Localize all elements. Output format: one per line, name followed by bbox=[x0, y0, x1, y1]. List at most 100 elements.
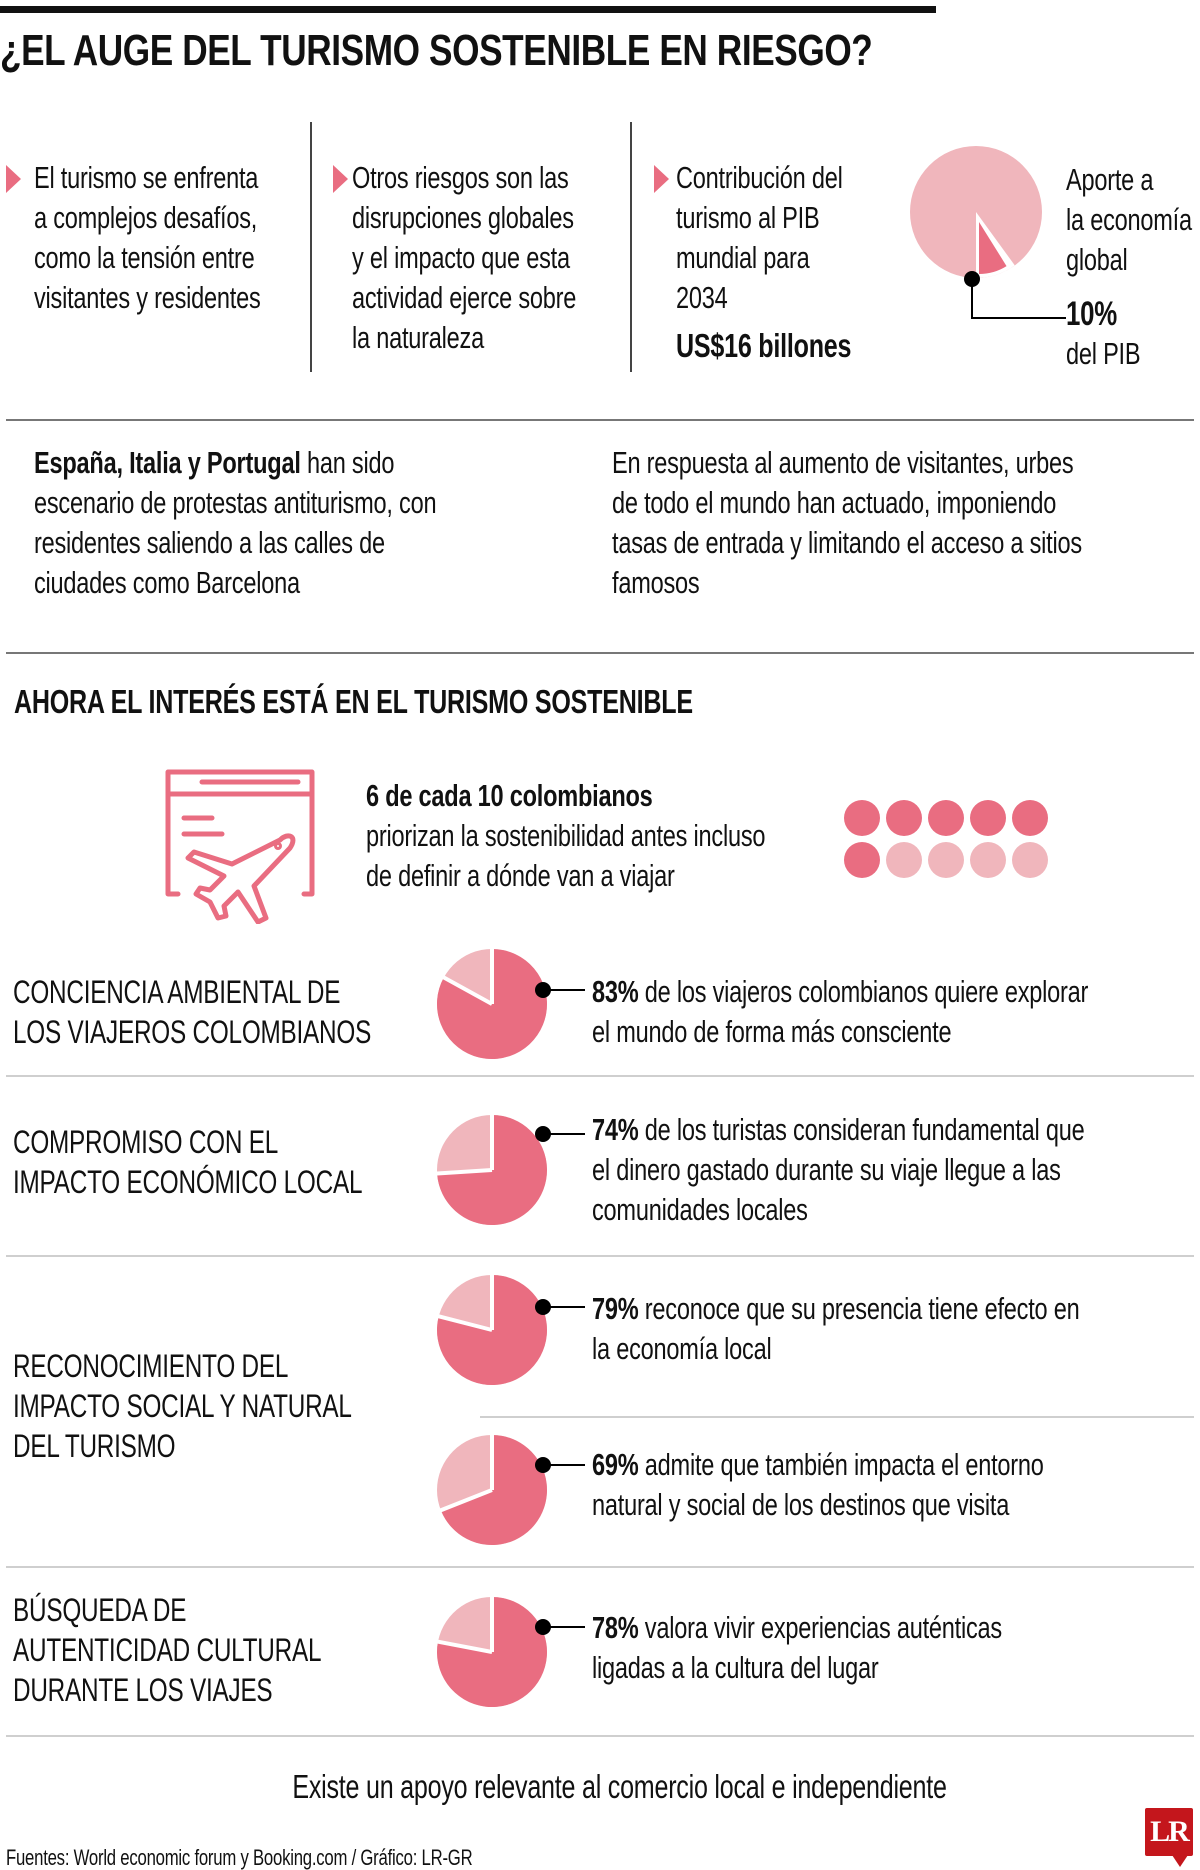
bullet-triangle-icon bbox=[333, 165, 348, 193]
person-dot bbox=[1012, 800, 1048, 836]
closing-wrap: Existe un apoyo relevante al comercio lo… bbox=[0, 1768, 1200, 1806]
gdp-pie-chart bbox=[910, 146, 1066, 319]
text-line: 78% valora vivir experiencias auténticas bbox=[592, 1608, 1002, 1648]
percent-value: 69% bbox=[592, 1447, 639, 1482]
row-label: RECONOCIMIENTO DEL IMPACTO SOCIAL Y NATUR… bbox=[13, 1346, 352, 1466]
text-line: El turismo se enfrenta bbox=[34, 160, 259, 195]
text-line: global bbox=[1066, 242, 1128, 277]
highlight-text: 6 de cada 10 colombianos priorizan la so… bbox=[366, 776, 765, 896]
text-line: 69% admite que también impacta el entorn… bbox=[592, 1445, 1044, 1485]
source-text: Fuentes: World economic forum y Booking.… bbox=[6, 1845, 473, 1870]
pie-separator bbox=[436, 1313, 493, 1332]
text-line: 83% de los viajeros colombianos quiere e… bbox=[592, 972, 1088, 1012]
text-line: como la tensión entre bbox=[34, 240, 255, 275]
text-line: el mundo de forma más consciente bbox=[592, 1014, 952, 1049]
text-line: visitantes y residentes bbox=[34, 280, 261, 315]
text-line: priorizan la sostenibilidad antes inclus… bbox=[366, 818, 766, 853]
row-label: CONCIENCIA AMBIENTAL DE LOS VIAJEROS COLO… bbox=[13, 972, 371, 1052]
text-line: a complejos desafíos, bbox=[34, 200, 258, 235]
pie-separator bbox=[435, 1639, 493, 1654]
text-line: y el impacto que esta bbox=[352, 240, 570, 275]
label-line: IMPACTO SOCIAL Y NATURAL bbox=[13, 1388, 352, 1424]
gdp-value: US$16 billones bbox=[676, 327, 852, 364]
row-pie-chart bbox=[437, 947, 585, 1059]
text-line: famosos bbox=[612, 565, 700, 600]
bullet-triangle-icon bbox=[654, 165, 669, 193]
text-line: actividad ejerce sobre bbox=[352, 280, 577, 315]
top-bar bbox=[0, 6, 936, 13]
section-subtitle: AHORA EL INTERÉS ESTÁ EN EL TURISMO SOST… bbox=[14, 683, 693, 720]
text-line: del PIB bbox=[1066, 336, 1141, 371]
text: de los turistas consideran fundamental q… bbox=[638, 1112, 1085, 1147]
paragraph-right: En respuesta al aumento de visitantes, u… bbox=[612, 443, 1082, 603]
text-line: natural y social de los destinos que vis… bbox=[592, 1487, 1010, 1522]
text-line: de definir a dónde van a viajar bbox=[366, 858, 675, 893]
text-line: Aporte a bbox=[1066, 162, 1154, 197]
text-line: 79% reconoce que su presencia tiene efec… bbox=[592, 1289, 1080, 1329]
divider bbox=[6, 1075, 1194, 1077]
person-dot bbox=[844, 800, 880, 836]
row-pie-chart bbox=[435, 1595, 585, 1707]
person-dot bbox=[970, 842, 1006, 878]
text-line: la naturaleza bbox=[352, 320, 484, 355]
text-line: tasas de entrada y limitando el acceso a… bbox=[612, 525, 1082, 560]
text-line: ciudades como Barcelona bbox=[34, 565, 300, 600]
label-line: DURANTE LOS VIAJES bbox=[13, 1672, 273, 1708]
row-pie-chart bbox=[437, 1433, 585, 1545]
pie-separator bbox=[438, 1488, 493, 1513]
row-text: 83% de los viajeros colombianos quiere e… bbox=[592, 972, 1088, 1052]
column-1-text: El turismo se enfrenta a complejos desaf… bbox=[34, 158, 261, 318]
closing-text: Existe un apoyo relevante al comercio lo… bbox=[292, 1768, 948, 1805]
browser-plane-icon bbox=[165, 769, 315, 924]
logo-tail bbox=[1172, 1855, 1188, 1867]
bold-countries: España, Italia y Portugal bbox=[34, 445, 301, 480]
label-line: COMPROMISO CON EL bbox=[13, 1124, 279, 1160]
label-line: RECONOCIMIENTO DEL bbox=[13, 1348, 289, 1384]
pie-value-slice bbox=[979, 222, 1007, 274]
text-line: de todo el mundo han actuado, imponiendo bbox=[612, 485, 1057, 520]
ten-dots-chart bbox=[844, 800, 1048, 878]
label-line: AUTENTICIDAD CULTURAL bbox=[13, 1632, 322, 1668]
row-text: 74% de los turistas consideran fundament… bbox=[592, 1110, 1085, 1230]
divider bbox=[6, 1735, 1194, 1737]
text-line: 2034 bbox=[676, 280, 728, 315]
label-line: LOS VIAJEROS COLOMBIANOS bbox=[13, 1014, 372, 1050]
person-dot bbox=[844, 842, 880, 878]
divider bbox=[480, 1416, 1194, 1418]
row-pie-chart bbox=[436, 1273, 585, 1385]
paragraph-left: España, Italia y Portugal han sido escen… bbox=[34, 443, 437, 603]
label-line: CONCIENCIA AMBIENTAL DE bbox=[13, 974, 341, 1010]
pie-separator bbox=[441, 974, 493, 1006]
text-line: mundial para bbox=[676, 240, 810, 275]
row-label: COMPROMISO CON EL IMPACTO ECONÓMICO LOCAL bbox=[13, 1122, 362, 1202]
pointer-line bbox=[971, 279, 1066, 319]
logo-text: LR bbox=[1150, 1815, 1190, 1848]
percent-value: 79% bbox=[592, 1291, 639, 1326]
pie-separator bbox=[434, 1168, 493, 1176]
row-text: 78% valora vivir experiencias auténticas… bbox=[592, 1608, 1002, 1688]
bullet-triangle-icon bbox=[6, 165, 21, 193]
highlight-bold: 6 de cada 10 colombianos bbox=[366, 778, 653, 813]
person-dot bbox=[886, 800, 922, 836]
row-text: 79% reconoce que su presencia tiene efec… bbox=[592, 1289, 1080, 1369]
lr-logo: LR bbox=[1145, 1808, 1193, 1856]
text-line: turismo al PIB bbox=[676, 200, 820, 235]
divider bbox=[6, 652, 1194, 654]
divider bbox=[630, 122, 632, 372]
text-line: el dinero gastado durante su viaje llegu… bbox=[592, 1152, 1061, 1187]
label-line: BÚSQUEDA DE bbox=[13, 1592, 187, 1628]
text: de los viajeros colombianos quiere explo… bbox=[638, 974, 1089, 1009]
text-line: Otros riesgos son las bbox=[352, 160, 569, 195]
text: han sido bbox=[300, 445, 395, 480]
text-line: escenario de protestas antiturismo, con bbox=[34, 485, 437, 520]
text-line: comunidades locales bbox=[592, 1192, 808, 1227]
gdp-percent: 10% bbox=[1066, 295, 1118, 333]
column-3-text: Contribución del turismo al PIB mundial … bbox=[676, 158, 851, 366]
column-2-text: Otros riesgos son las disrupciones globa… bbox=[352, 158, 576, 358]
text-line: la economía bbox=[1066, 202, 1192, 237]
person-dot bbox=[1012, 842, 1048, 878]
person-dot bbox=[928, 842, 964, 878]
person-dot bbox=[970, 800, 1006, 836]
divider bbox=[6, 419, 1194, 421]
row-label: BÚSQUEDA DE AUTENTICIDAD CULTURAL DURANTE … bbox=[13, 1590, 321, 1710]
